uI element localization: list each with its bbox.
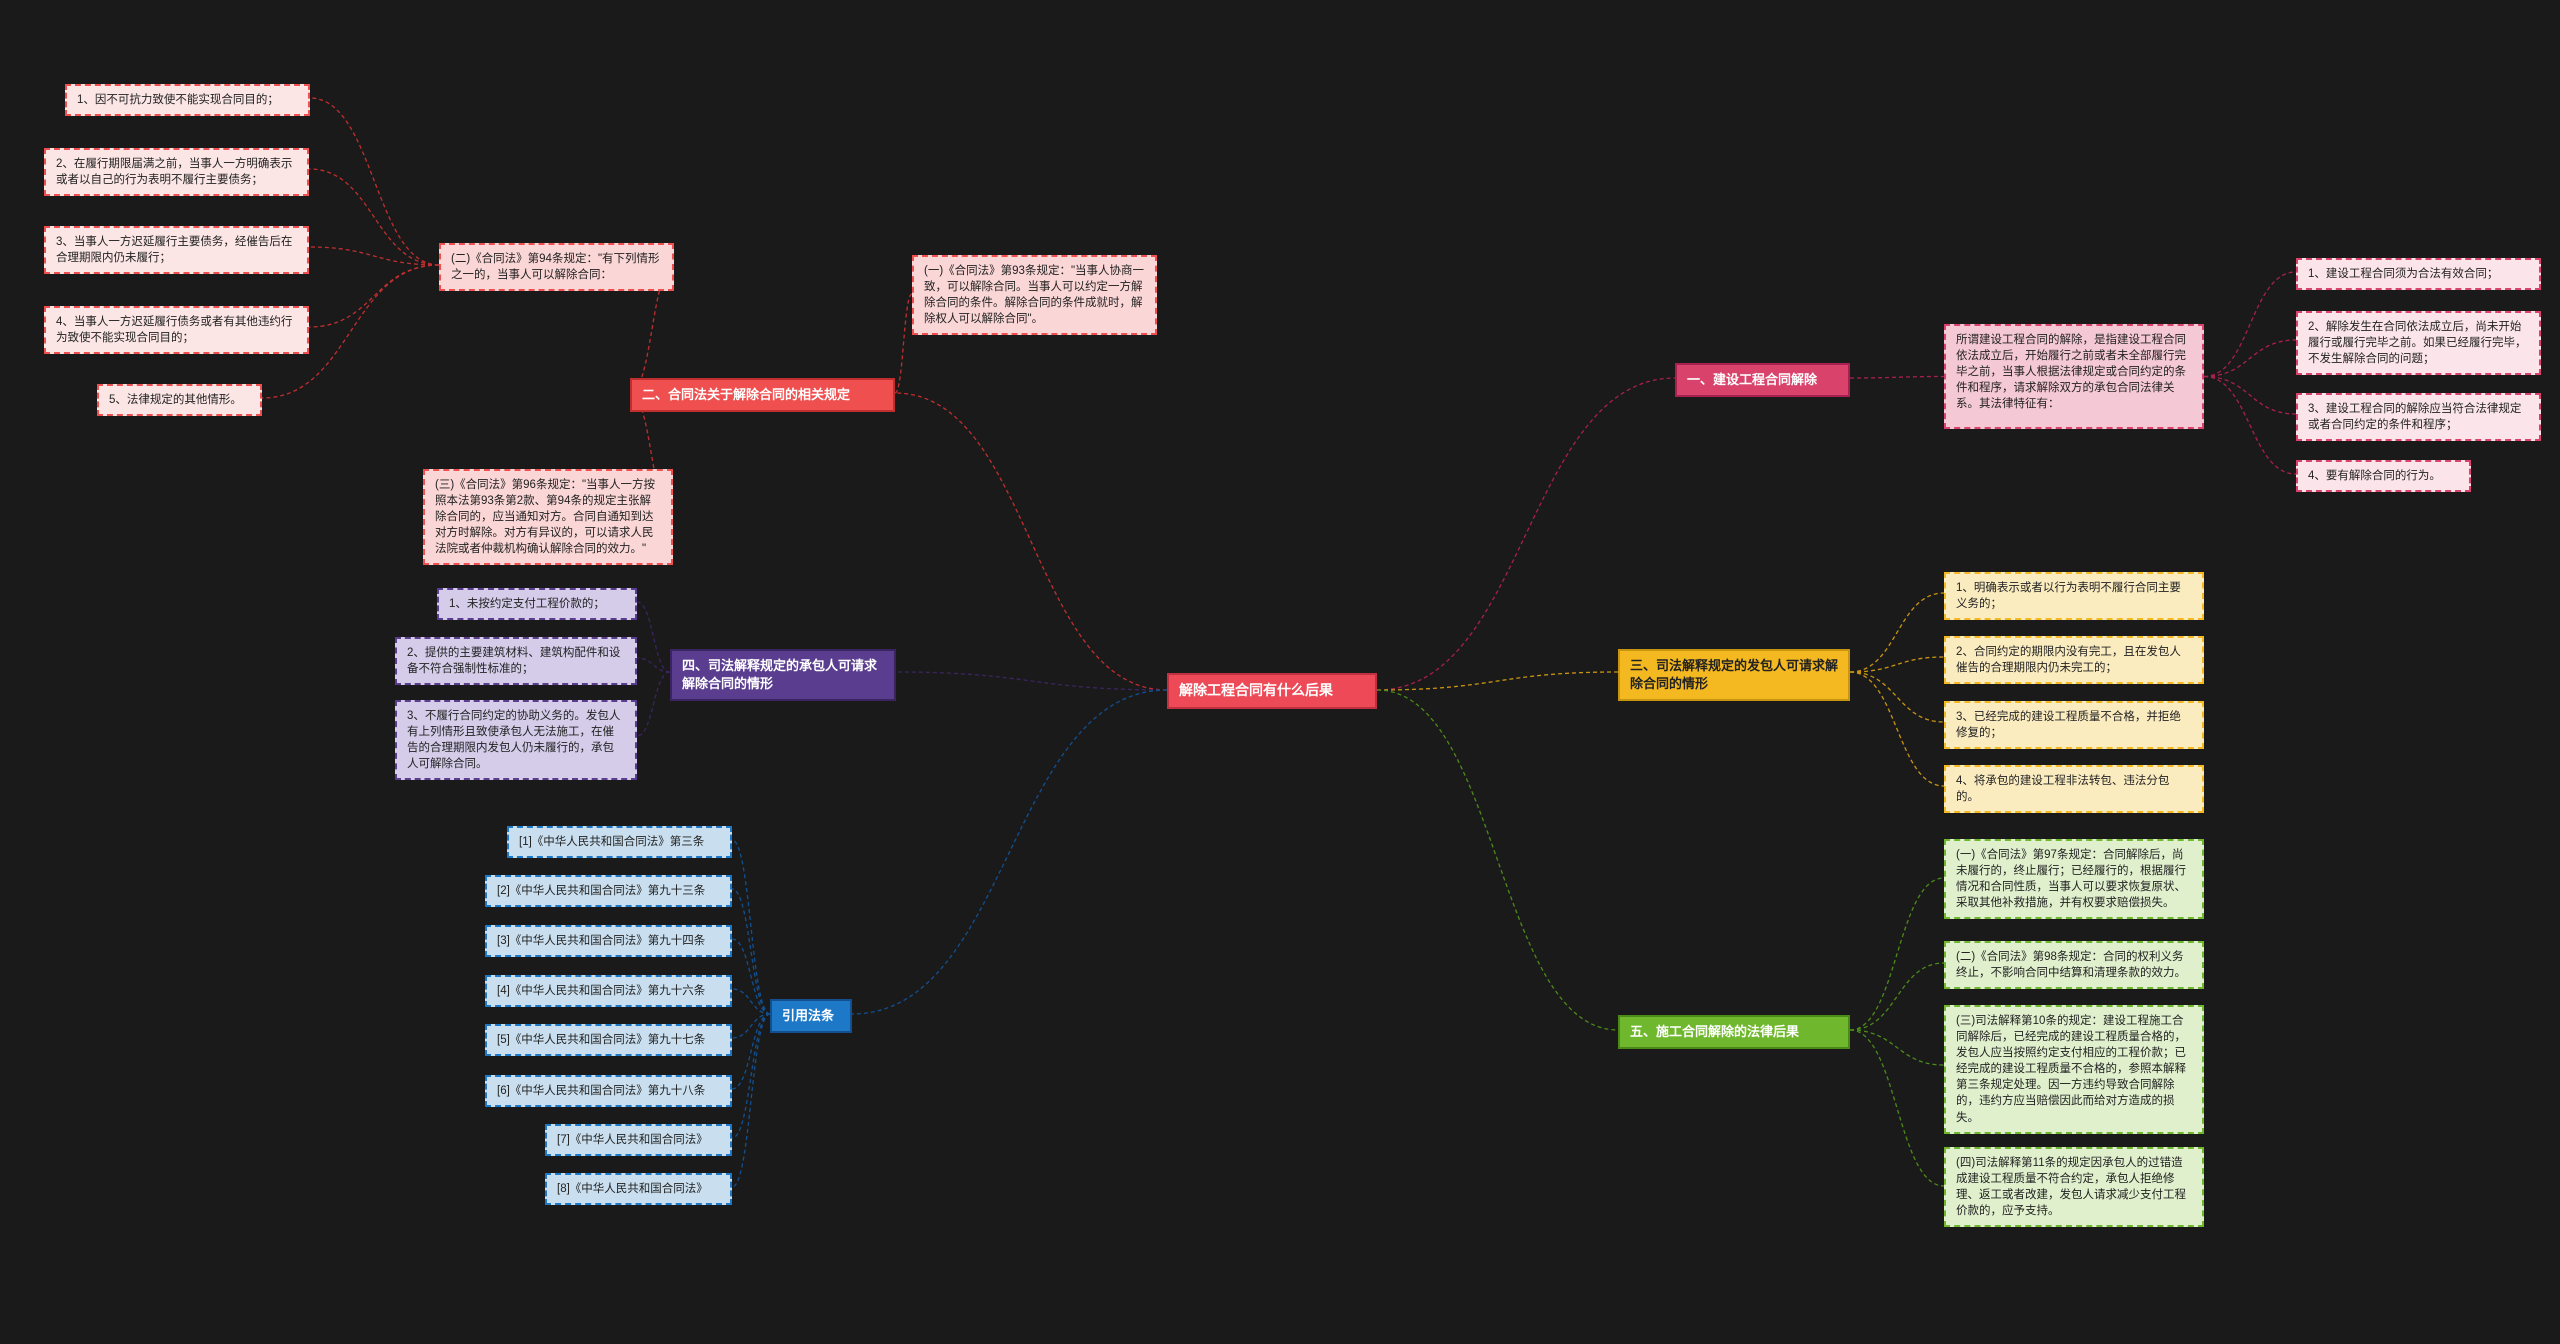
node: 1、建设工程合同须为合法有效合同；: [2296, 258, 2541, 290]
node: [4]《中华人民共和国合同法》第九十六条: [485, 975, 732, 1007]
node: 三、司法解释规定的发包人可请求解除合同的情形: [1618, 649, 1850, 701]
node: 4、当事人一方迟延履行债务或者有其他违约行为致使不能实现合同目的；: [44, 306, 309, 354]
node: 引用法条: [770, 999, 852, 1033]
node: 2、提供的主要建筑材料、建筑构配件和设备不符合强制性标准的；: [395, 637, 637, 685]
node: 1、因不可抗力致使不能实现合同目的；: [65, 84, 310, 116]
node: 五、施工合同解除的法律后果: [1618, 1015, 1850, 1049]
node: (二)《合同法》第98条规定：合同的权利义务终止，不影响合同中结算和清理条款的效…: [1944, 941, 2204, 989]
node: [2]《中华人民共和国合同法》第九十三条: [485, 875, 732, 907]
node: 一、建设工程合同解除: [1675, 363, 1850, 397]
node: [6]《中华人民共和国合同法》第九十八条: [485, 1075, 732, 1107]
node: 4、要有解除合同的行为。: [2296, 460, 2471, 492]
node: 3、不履行合同约定的协助义务的。发包人有上列情形且致使承包人无法施工，在催告的合…: [395, 700, 637, 780]
node: 2、合同约定的期限内没有完工，且在发包人催告的合理期限内仍未完工的；: [1944, 636, 2204, 684]
node: 所谓建设工程合同的解除，是指建设工程合同依法成立后，开始履行之前或者未全部履行完…: [1944, 324, 2204, 429]
node: (一)《合同法》第97条规定：合同解除后，尚未履行的，终止履行；已经履行的，根据…: [1944, 839, 2204, 919]
node: 1、未按约定支付工程价款的；: [437, 588, 637, 620]
node: 3、当事人一方迟延履行主要债务，经催告后在合理期限内仍未履行；: [44, 226, 309, 274]
node: (三)司法解释第10条的规定：建设工程施工合同解除后，已经完成的建设工程质量合格…: [1944, 1005, 2204, 1134]
node: (二)《合同法》第94条规定："有下列情形之一的，当事人可以解除合同：: [439, 243, 674, 291]
node: 四、司法解释规定的承包人可请求解除合同的情形: [670, 649, 896, 701]
node: [8]《中华人民共和国合同法》: [545, 1173, 732, 1205]
node: (一)《合同法》第93条规定："当事人协商一致，可以解除合同。当事人可以约定一方…: [912, 255, 1157, 335]
node: [3]《中华人民共和国合同法》第九十四条: [485, 925, 732, 957]
node: (四)司法解释第11条的规定因承包人的过错造成建设工程质量不符合约定，承包人拒绝…: [1944, 1147, 2204, 1227]
node: 解除工程合同有什么后果: [1167, 673, 1377, 709]
node: 二、合同法关于解除合同的相关规定: [630, 378, 895, 412]
node: 4、将承包的建设工程非法转包、违法分包的。: [1944, 765, 2204, 813]
node: [1]《中华人民共和国合同法》第三条: [507, 826, 732, 858]
node: (三)《合同法》第96条规定："当事人一方按照本法第93条第2款、第94条的规定…: [423, 469, 673, 565]
node: 3、建设工程合同的解除应当符合法律规定或者合同约定的条件和程序；: [2296, 393, 2541, 441]
node: 2、解除发生在合同依法成立后，尚未开始履行或履行完毕之前。如果已经履行完毕，不发…: [2296, 311, 2541, 375]
node: 5、法律规定的其他情形。: [97, 384, 262, 416]
node: 1、明确表示或者以行为表明不履行合同主要义务的；: [1944, 572, 2204, 620]
node: 2、在履行期限届满之前，当事人一方明确表示或者以自己的行为表明不履行主要债务；: [44, 148, 309, 196]
node: [7]《中华人民共和国合同法》: [545, 1124, 732, 1156]
node: [5]《中华人民共和国合同法》第九十七条: [485, 1024, 732, 1056]
node: 3、已经完成的建设工程质量不合格，并拒绝修复的；: [1944, 701, 2204, 749]
